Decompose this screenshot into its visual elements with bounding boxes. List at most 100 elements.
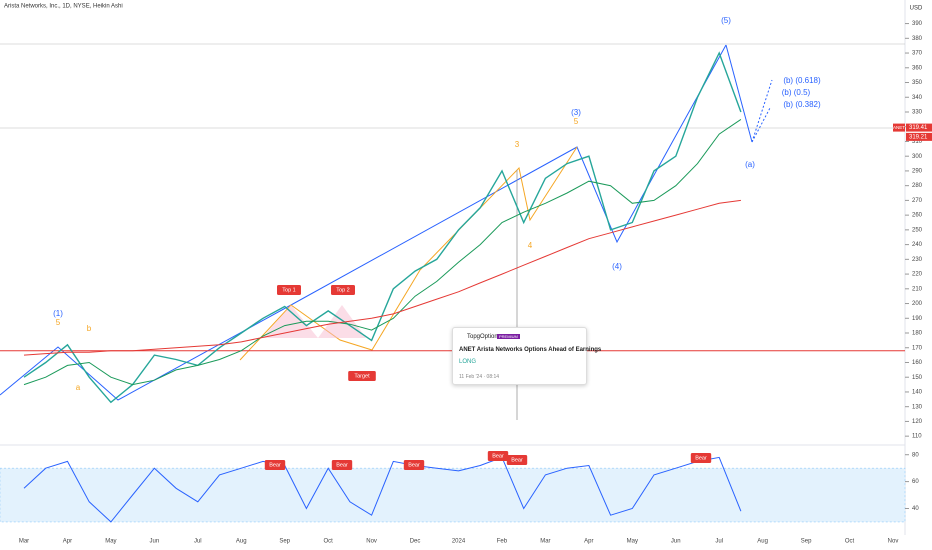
annotation: Bear [511, 457, 523, 463]
annotation: (a) [745, 160, 755, 169]
y-tick-label: 330 [912, 110, 923, 116]
y-tick-label: 170 [912, 345, 923, 351]
currency: USD [910, 6, 923, 12]
y-tick-label: 140 [912, 390, 923, 396]
annotation: (3) [571, 108, 581, 117]
idea-direction: LONG [459, 359, 477, 365]
y-tick-label: 360 [912, 65, 923, 71]
price-label-bg [906, 123, 932, 132]
x-tick-label: Jul [715, 539, 723, 545]
annotation: Top 2 [336, 287, 349, 293]
x-tick-label: Jun [671, 539, 681, 545]
projection [751, 79, 773, 143]
x-tick-label: Apr [584, 539, 593, 545]
rsi-tick-label: 80 [912, 452, 919, 458]
y-tick-label: 240 [912, 242, 923, 248]
annotation: (4) [612, 262, 622, 271]
price-label: 319.21 [909, 134, 928, 140]
annotation: (b) (0.382) [783, 100, 821, 109]
annotation-bg [506, 455, 528, 465]
x-tick-label: Oct [323, 539, 333, 545]
x-tick-label: Apr [63, 539, 72, 545]
annotation-bg [331, 285, 355, 295]
annotation: (b) (0.5) [782, 88, 811, 97]
rsi-tick-label: 40 [912, 506, 919, 512]
x-tick-label: Dec [410, 539, 421, 545]
y-tick-label: 190 [912, 316, 923, 322]
annotation: 3 [515, 140, 520, 149]
annotation-bg [348, 371, 376, 381]
y-tick-label: 160 [912, 360, 923, 366]
rsi-line [23, 456, 742, 523]
y-tick-label: 270 [912, 198, 923, 204]
annotation-bg [403, 460, 425, 470]
y-tick-label: 300 [912, 154, 923, 160]
x-tick-label: Nov [888, 539, 899, 545]
x-tick-label: Aug [236, 539, 247, 545]
chart-title: Arista Networks, Inc., 1D, NYSE, Heikin … [4, 4, 123, 10]
annotation-bg [264, 460, 286, 470]
idea-title: ANET Arista Networks Options Ahead of Ea… [459, 347, 602, 353]
projection [751, 107, 771, 143]
annotation: Bear [408, 462, 420, 468]
y-tick-label: 280 [912, 183, 923, 189]
price-line [23, 51, 742, 404]
x-tick-label: Oct [845, 539, 855, 545]
x-tick-label: May [105, 539, 116, 545]
y-tick-label: 150 [912, 375, 923, 381]
annotation: (5) [721, 16, 731, 25]
pattern [318, 305, 366, 338]
x-tick-label: Sep [279, 539, 290, 545]
y-tick-label: 230 [912, 257, 923, 263]
annotation-bg [277, 285, 301, 295]
y-tick-label: 250 [912, 227, 923, 233]
annotation: (b) (0.618) [783, 76, 821, 85]
symbol-label: ANET [893, 125, 905, 130]
annotation: b [87, 324, 92, 333]
idea-badge: PREMIUM [497, 334, 520, 339]
y-tick-label: 290 [912, 169, 923, 175]
annotation-bg [690, 453, 712, 463]
x-tick-label: May [627, 539, 638, 545]
rsi-band [0, 467, 906, 523]
annotation: Target [354, 373, 370, 379]
annotation: 5 [56, 318, 61, 327]
y-tick-label: 260 [912, 213, 923, 219]
annotation-bg [331, 460, 353, 470]
idea-author: TopgOptions [467, 334, 501, 340]
x-tick-label: Nov [366, 539, 377, 545]
ma-line [23, 199, 741, 356]
annotation-bg [487, 451, 509, 461]
x-tick-label: Mar [540, 539, 550, 545]
x-tick-label: 2024 [452, 539, 466, 545]
annotation: Bear [336, 462, 348, 468]
y-tick-label: 220 [912, 272, 923, 278]
idea-date: 11 Feb '24 · 08:14 [459, 374, 500, 380]
annotation: Bear [695, 455, 707, 461]
y-tick-label: 390 [912, 21, 923, 27]
ma-line [23, 118, 742, 386]
y-tick-label: 110 [912, 434, 922, 440]
wave-sub [239, 146, 578, 361]
price-label-bg [906, 132, 932, 141]
idea-popup[interactable]: TopgOptions PREMIUM ANET Arista Networks… [452, 327, 601, 385]
annotation: a [76, 383, 81, 392]
symbol-bg [893, 123, 905, 132]
y-tick-label: 210 [912, 286, 923, 292]
annotation: 5 [574, 117, 579, 126]
annotation: (1) [53, 309, 63, 318]
y-tick-label: 310 [912, 139, 923, 145]
x-tick-label: Mar [19, 539, 29, 545]
y-tick-label: 200 [912, 301, 923, 307]
y-tick-label: 370 [912, 51, 923, 57]
y-tick-label: 350 [912, 80, 923, 86]
y-tick-label: 380 [912, 36, 923, 42]
wave-path [725, 44, 753, 143]
x-tick-label: Sep [801, 539, 812, 545]
x-tick-label: Feb [497, 539, 508, 545]
rsi-tick-label: 60 [912, 479, 919, 485]
x-tick-label: Jun [150, 539, 160, 545]
annotation: Top 1 [282, 287, 295, 293]
